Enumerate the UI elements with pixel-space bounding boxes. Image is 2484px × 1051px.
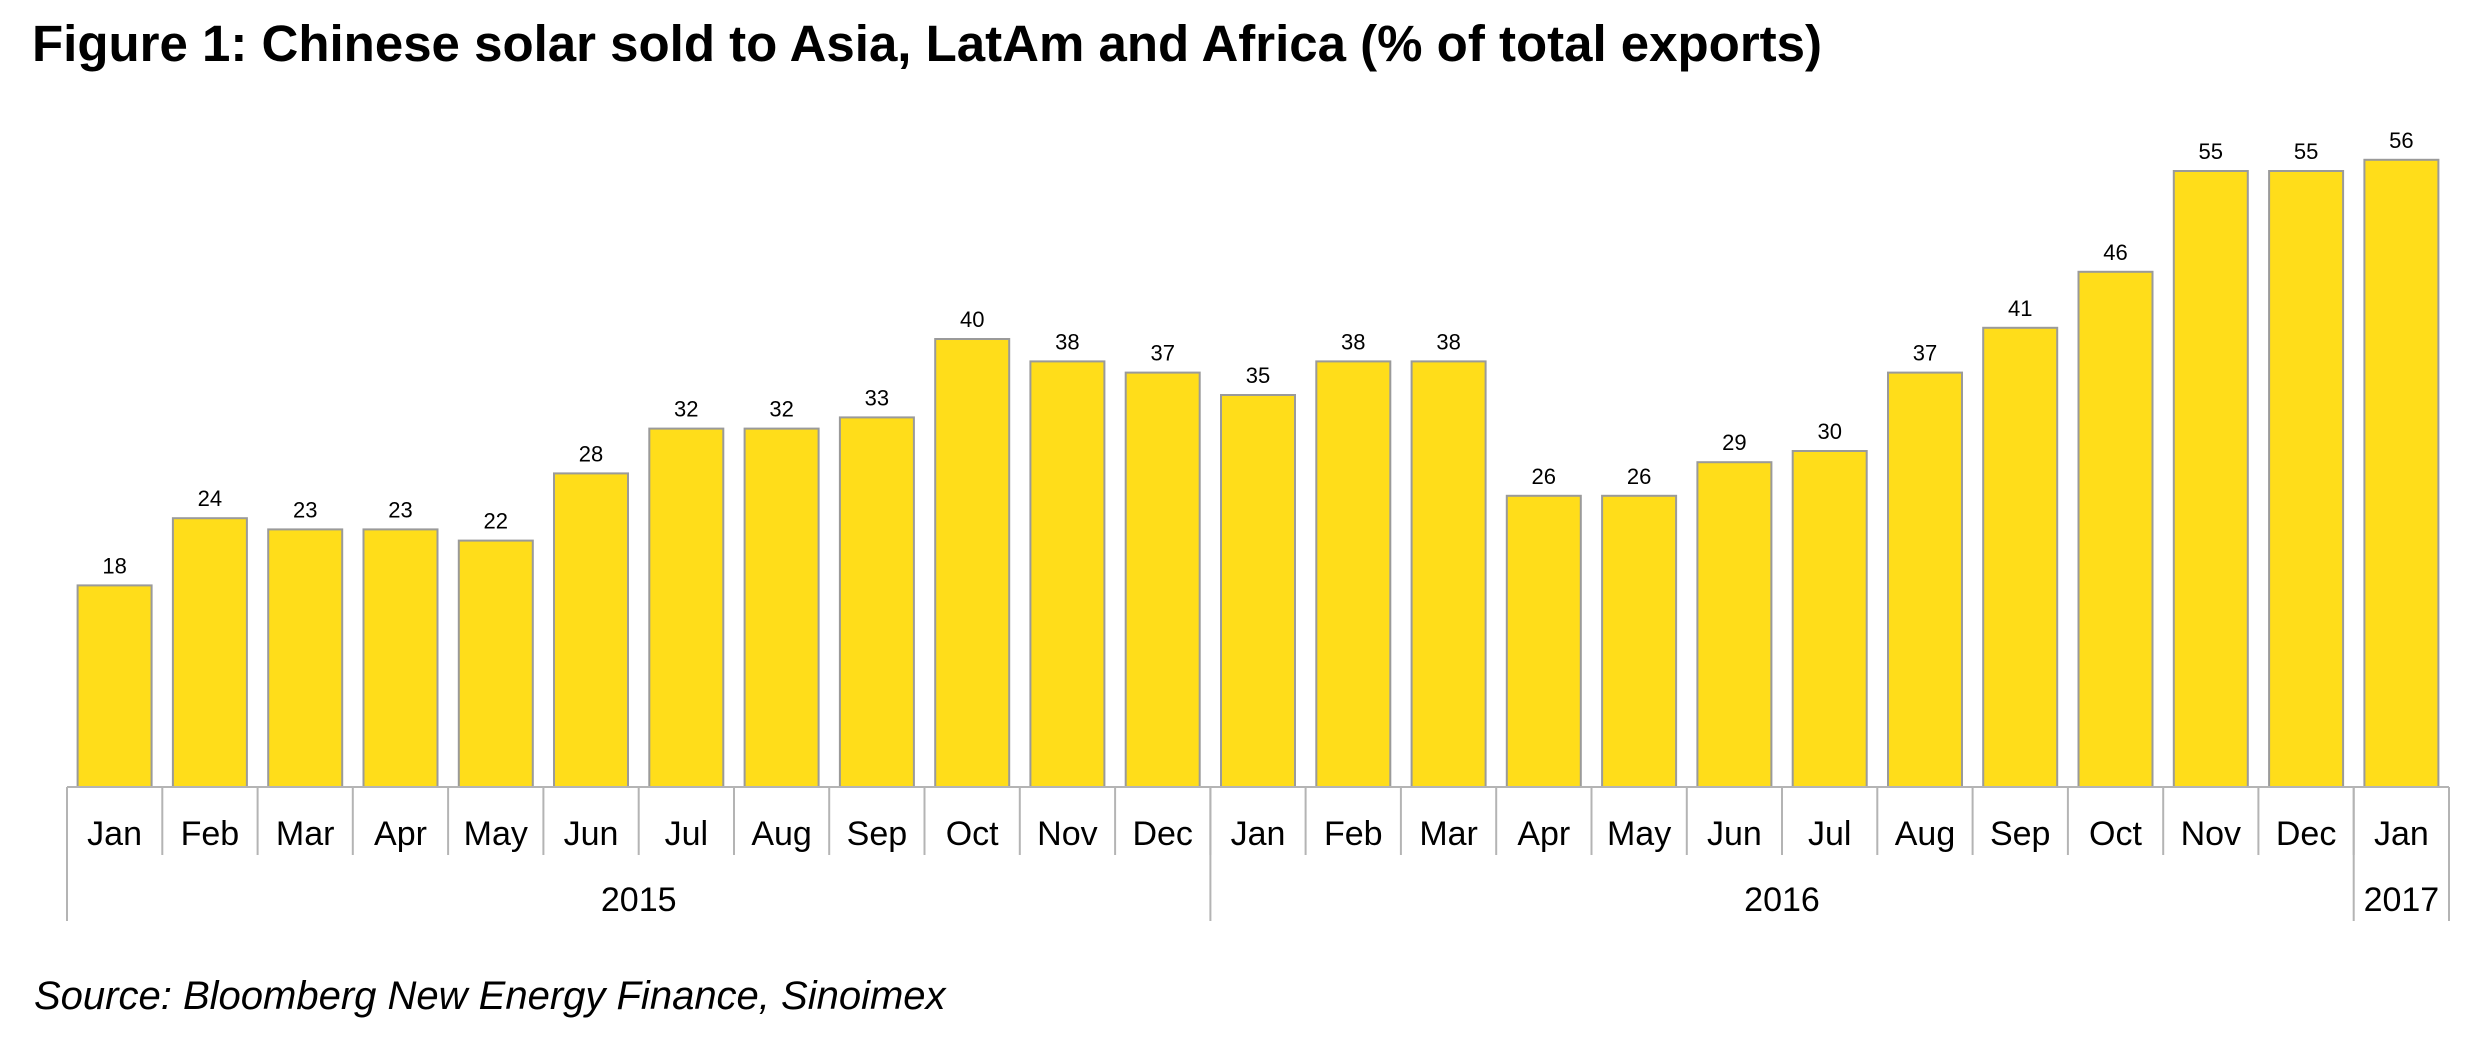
bar bbox=[1601, 494, 1678, 788]
tick-label: Jun bbox=[1707, 815, 1762, 853]
data-label: 32 bbox=[674, 397, 698, 422]
bar bbox=[2363, 158, 2440, 789]
bar bbox=[743, 427, 820, 788]
tick-label: Apr bbox=[1517, 815, 1570, 853]
tick-label: Jan bbox=[2374, 815, 2429, 853]
data-label: 40 bbox=[960, 307, 984, 332]
data-label: 55 bbox=[2294, 139, 2318, 164]
data-label: 22 bbox=[484, 509, 508, 534]
data-label: 18 bbox=[102, 553, 126, 578]
tick-label: Nov bbox=[1037, 815, 1097, 853]
data-label: 35 bbox=[1246, 363, 1270, 388]
bar bbox=[648, 427, 725, 788]
bar bbox=[457, 539, 534, 788]
data-label: 33 bbox=[865, 385, 889, 410]
tick-label: Jan bbox=[87, 815, 142, 853]
group-label: 2017 bbox=[2364, 881, 2440, 919]
tick-label: Apr bbox=[374, 815, 427, 853]
tick-label: May bbox=[1607, 815, 1671, 853]
data-label: 29 bbox=[1722, 430, 1746, 455]
bar bbox=[1887, 371, 1963, 788]
tick-label: Sep bbox=[847, 815, 908, 853]
data-label: 38 bbox=[1436, 329, 1460, 354]
data-label: 26 bbox=[1627, 464, 1651, 489]
tick-label: Mar bbox=[276, 815, 335, 853]
bar bbox=[1791, 450, 1868, 788]
bar bbox=[2268, 170, 2345, 788]
chart-title: Figure 1: Chinese solar sold to Asia, La… bbox=[32, 15, 1823, 72]
bar bbox=[553, 472, 629, 788]
data-label: 41 bbox=[2008, 296, 2032, 321]
data-label: 38 bbox=[1341, 329, 1365, 354]
tick-label: Dec bbox=[1132, 815, 1192, 853]
tick-label: Nov bbox=[2181, 815, 2241, 853]
data-label: 56 bbox=[2389, 128, 2413, 153]
data-label: 24 bbox=[198, 486, 222, 511]
bar bbox=[934, 338, 1011, 788]
tick-label: Jun bbox=[564, 815, 619, 853]
bar bbox=[1315, 360, 1392, 788]
data-labels: 18 24 23 23 22 28 32 32 33 40 38 37 35 38 38 26 26 29 30 37… bbox=[102, 128, 2413, 579]
tick-label: May bbox=[464, 815, 528, 853]
bar bbox=[76, 584, 153, 789]
tick-label: Aug bbox=[751, 815, 812, 853]
data-label: 30 bbox=[1817, 419, 1841, 444]
bar bbox=[1505, 494, 1582, 788]
bar bbox=[171, 517, 248, 788]
bar bbox=[362, 528, 439, 789]
tick-label: Oct bbox=[946, 815, 999, 853]
bar bbox=[2172, 170, 2249, 788]
tick-label: Jul bbox=[1808, 815, 1851, 853]
bar bbox=[1696, 461, 1773, 788]
source-note: Source: Bloomberg New Energy Finance, Si… bbox=[34, 974, 946, 1018]
bar bbox=[1029, 360, 1106, 788]
data-label: 28 bbox=[579, 441, 603, 466]
data-label: 32 bbox=[769, 397, 793, 422]
bar bbox=[1410, 360, 1487, 788]
bar bbox=[838, 416, 915, 788]
bar bbox=[1124, 371, 1201, 788]
tick-label: Sep bbox=[1990, 815, 2051, 853]
tick-label: Mar bbox=[1419, 815, 1478, 853]
tick-label: Jul bbox=[665, 815, 708, 853]
data-label: 55 bbox=[2199, 139, 2223, 164]
tick-label: Feb bbox=[181, 815, 240, 853]
bar bbox=[1220, 394, 1296, 788]
tick-label: Feb bbox=[1324, 815, 1383, 853]
data-label: 37 bbox=[1150, 341, 1174, 366]
bar bbox=[2077, 270, 2154, 788]
x-axis: Jan Feb Mar Apr May Jun Jul Aug Sep Oct Nov Dec Jan F… bbox=[66, 786, 2450, 921]
tick-label: Dec bbox=[2276, 815, 2336, 853]
group-label: 2015 bbox=[601, 881, 677, 919]
tick-label: Aug bbox=[1895, 815, 1956, 853]
bar bbox=[1982, 326, 2059, 788]
bars bbox=[76, 158, 2440, 789]
tick-label: Oct bbox=[2089, 815, 2142, 853]
data-label: 46 bbox=[2103, 240, 2127, 265]
data-label: 38 bbox=[1055, 329, 1079, 354]
data-label: 26 bbox=[1532, 464, 1556, 489]
data-label: 23 bbox=[388, 497, 412, 522]
tick-label: Jan bbox=[1231, 815, 1286, 853]
data-label: 37 bbox=[1913, 341, 1937, 366]
bar bbox=[267, 528, 344, 789]
data-label: 23 bbox=[293, 497, 317, 522]
group-label: 2016 bbox=[1744, 881, 1820, 919]
